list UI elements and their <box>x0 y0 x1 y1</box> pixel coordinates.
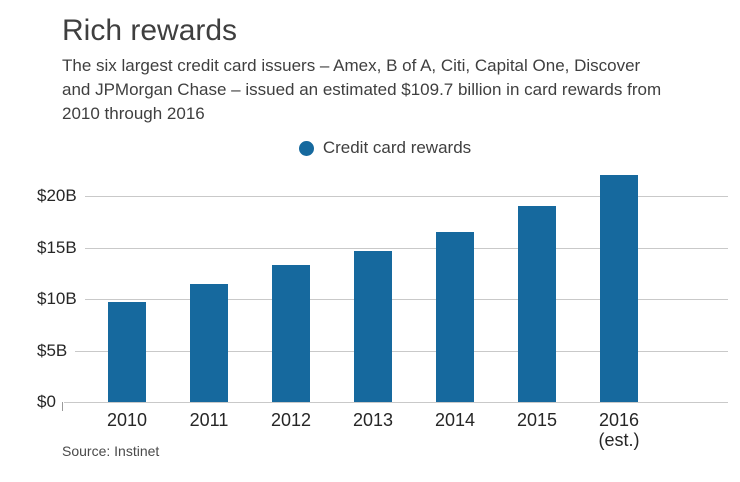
bar-2016 <box>600 175 638 402</box>
legend-swatch-icon <box>298 140 314 156</box>
gridline-0 <box>35 402 728 403</box>
xtick-note-est: (est.) <box>598 430 640 450</box>
bar-2011 <box>190 283 228 402</box>
ytick-label-0: $0 <box>35 391 64 413</box>
ytick-label-15: $15B <box>35 236 85 259</box>
gridline-20B <box>35 196 728 197</box>
legend-label: Credit card rewards <box>322 138 472 157</box>
xtick-label-2014: 2014 <box>434 410 476 430</box>
xtick-label-2010: 2010 <box>106 410 148 430</box>
legend: Credit card rewards <box>0 138 740 158</box>
xtick-label-2011: 2011 <box>189 410 229 430</box>
bar-2015 <box>518 206 556 402</box>
xtick-label-2015: 2015 <box>516 410 558 430</box>
xtick-label-2012: 2012 <box>270 410 312 430</box>
bar-2013 <box>354 250 392 402</box>
chart-title: Rich rewards <box>62 14 238 47</box>
xtick-label-2013: 2013 <box>352 410 394 430</box>
bar-2012 <box>272 265 310 402</box>
ytick-label-10: $10B <box>35 288 85 310</box>
plot-area: $0 $5B $10B $15B $20B 2010 2011 2012 2013 2014 201… <box>0 170 740 482</box>
x-axis-tick <box>62 402 63 411</box>
ytick-label-5: $5B <box>35 339 76 362</box>
gridline-15B <box>35 247 728 249</box>
xtick-label-2016: 2016 <box>598 410 640 430</box>
chart-subtitle: The six largest credit card issuers – Am… <box>62 56 662 123</box>
ytick-label-20: $20B <box>35 185 85 207</box>
bar-2014 <box>436 232 474 402</box>
bar-2010 <box>108 302 146 402</box>
source-note: Source: Instinet <box>62 443 160 459</box>
